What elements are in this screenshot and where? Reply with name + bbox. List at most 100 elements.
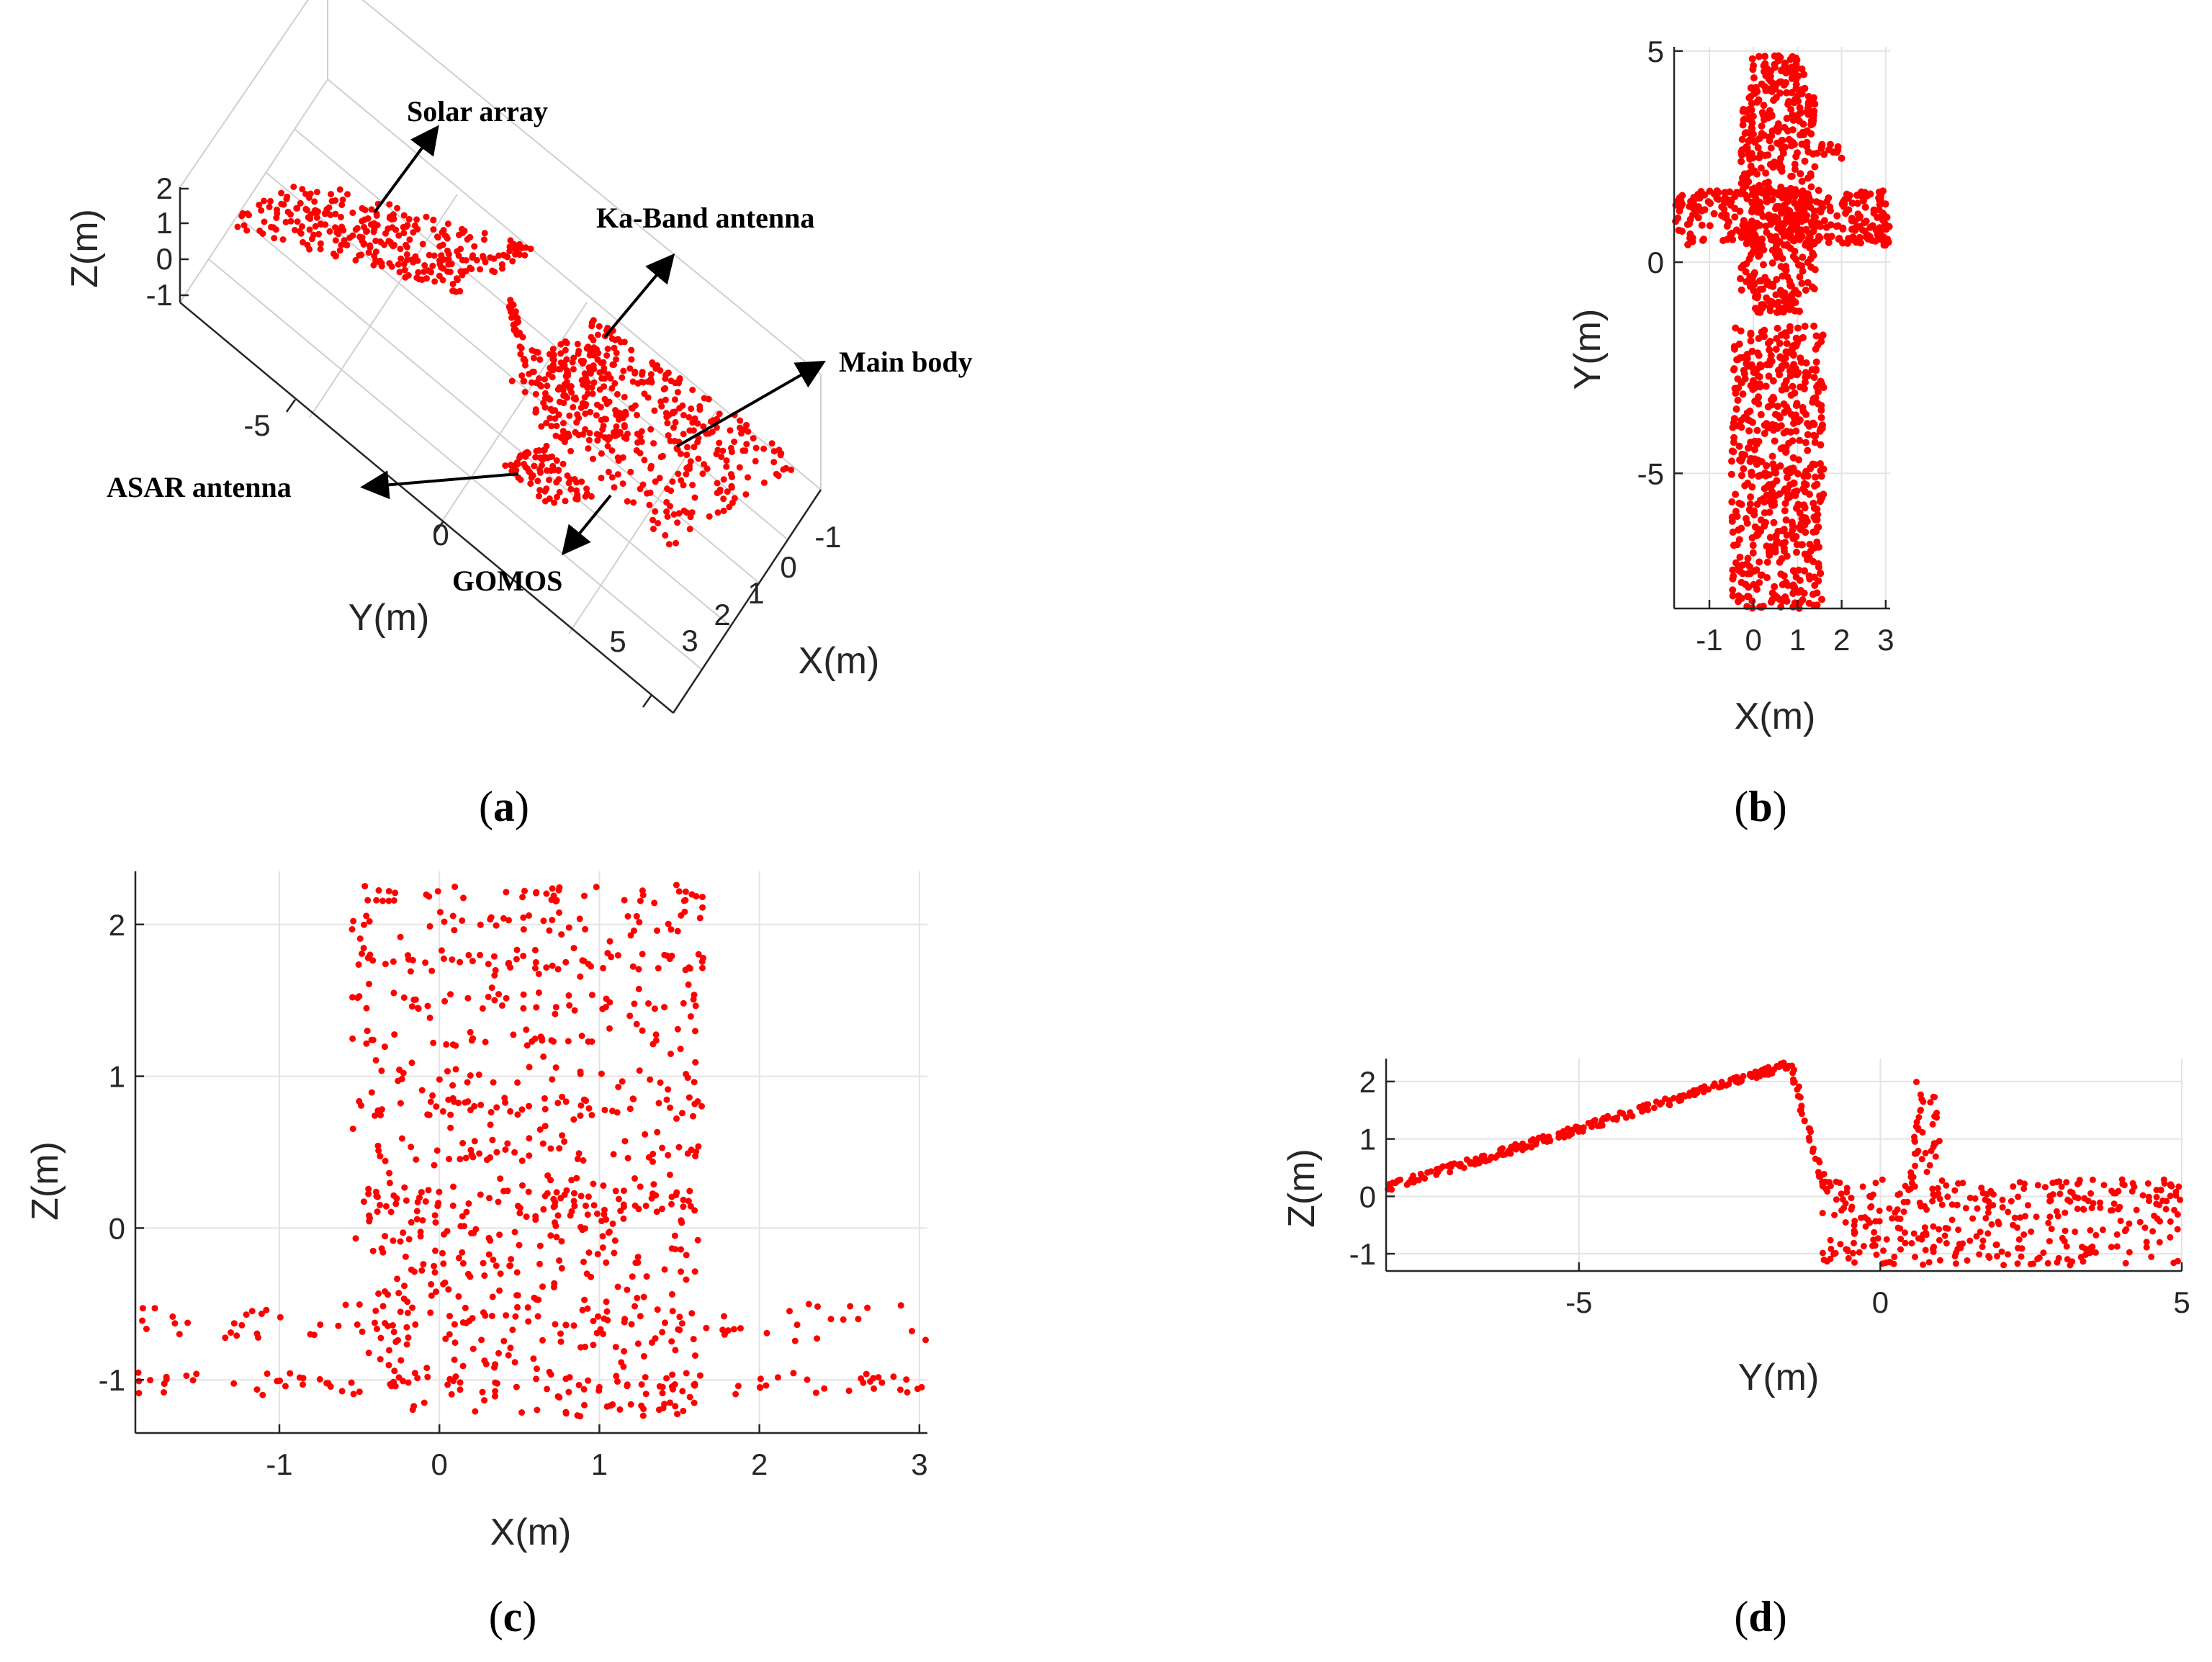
- scatter-point: [1877, 190, 1884, 197]
- scatter-point: [339, 196, 346, 203]
- scatter-point: [691, 992, 698, 999]
- scatter-point: [534, 1365, 540, 1373]
- scatter-point: [1672, 217, 1680, 225]
- scatter-point: [2092, 1249, 2099, 1256]
- scatter-point: [1747, 251, 1755, 259]
- scatter-point: [419, 241, 426, 248]
- scatter-point: [491, 997, 498, 1004]
- ytick-label: -1: [99, 1363, 125, 1397]
- scatter-point: [1990, 1202, 1997, 1209]
- scatter-point: [896, 1386, 904, 1393]
- scatter-point: [534, 477, 541, 485]
- scatter-point: [1917, 1107, 1924, 1114]
- scatter-point: [582, 493, 589, 500]
- scatter-point: [396, 269, 403, 276]
- scatter-point: [1798, 262, 1806, 270]
- scatter-point: [1762, 169, 1770, 177]
- scatter-point: [598, 450, 605, 457]
- scatter-point: [1859, 1183, 1866, 1190]
- scatter-point: [398, 1075, 405, 1082]
- scatter-point: [1798, 177, 1806, 185]
- scatter-point: [770, 459, 778, 466]
- scatter-point: [631, 927, 637, 934]
- scatter-point: [1818, 494, 1826, 502]
- scatter-point: [2171, 1206, 2178, 1213]
- scatter-point: [1766, 1071, 1773, 1078]
- scatter-point: [620, 367, 627, 374]
- scatter-point: [438, 252, 445, 259]
- scatter-point: [459, 1213, 466, 1220]
- scatter-point: [598, 475, 605, 482]
- scatter-point: [536, 466, 543, 473]
- scatter-point: [490, 255, 498, 262]
- scatter-point: [1686, 1090, 1694, 1097]
- scatter-point: [356, 1301, 363, 1308]
- scatter-point: [446, 251, 452, 258]
- scatter-point: [557, 1330, 564, 1337]
- scatter-point: [1944, 1193, 1951, 1200]
- scatter-point: [1757, 363, 1765, 371]
- scatter-point: [1710, 1082, 1717, 1090]
- scatter-point: [1923, 1169, 1930, 1175]
- scatter-point: [1806, 490, 1813, 498]
- scatter-point: [1753, 566, 1761, 574]
- scatter-point: [1962, 1205, 1969, 1212]
- scatter-point: [680, 482, 687, 489]
- scatter-point: [395, 261, 402, 268]
- scatter-point: [552, 1010, 559, 1018]
- scatter-point: [1779, 255, 1786, 262]
- panel-b-axes: -1 0 1 2 350-5: [1637, 35, 1894, 657]
- scatter-point: [405, 1334, 412, 1341]
- scatter-point: [556, 884, 563, 891]
- scatter-point: [1769, 163, 1777, 171]
- scatter-point: [590, 344, 598, 351]
- scatter-point: [1492, 1154, 1499, 1161]
- scatter-point: [385, 1323, 392, 1329]
- scatter-point: [1833, 1196, 1840, 1203]
- scatter-point: [2014, 1260, 2021, 1267]
- scatter-point: [332, 237, 339, 244]
- scatter-point: [562, 1321, 570, 1329]
- scatter-point: [689, 387, 696, 393]
- scatter-point: [1780, 232, 1788, 240]
- scatter-point: [435, 1200, 442, 1207]
- scatter-point: [400, 1295, 408, 1303]
- scatter-point: [680, 1203, 687, 1210]
- scatter-point: [1801, 157, 1809, 165]
- scatter-point: [1771, 541, 1779, 549]
- scatter-point: [553, 423, 560, 429]
- scatter-point: [533, 1296, 540, 1303]
- scatter-point: [467, 1072, 474, 1079]
- scatter-point: [1859, 226, 1866, 234]
- scatter-point: [382, 1233, 389, 1240]
- scatter-point: [1825, 145, 1833, 153]
- scatter-point: [1793, 488, 1801, 495]
- scatter-point: [521, 252, 529, 259]
- scatter-point: [354, 225, 361, 232]
- scatter-point: [1755, 198, 1763, 206]
- scatter-point: [372, 1307, 379, 1314]
- scatter-point: [1791, 225, 1799, 233]
- scatter-point: [2015, 1193, 2022, 1200]
- scatter-point: [1729, 586, 1737, 594]
- scatter-point: [1934, 1185, 1941, 1192]
- scatter-point: [470, 1229, 477, 1236]
- scatter-point: [655, 1100, 662, 1107]
- scatter-point: [1896, 1190, 1903, 1198]
- scatter-point: [570, 366, 577, 373]
- scatter-point: [516, 1241, 523, 1249]
- scatter-point: [1853, 199, 1861, 207]
- scatter-point: [617, 338, 624, 346]
- scatter-point: [1784, 492, 1792, 500]
- scatter-point: [541, 498, 549, 505]
- scatter-point: [706, 430, 713, 437]
- scatter-point: [1788, 172, 1796, 180]
- scatter-point: [1827, 233, 1835, 241]
- scatter-point: [1936, 1257, 1943, 1264]
- scatter-point: [428, 269, 434, 276]
- scatter-point: [436, 1076, 443, 1083]
- panel-c-x-label: X(m): [490, 1511, 572, 1553]
- scatter-point: [459, 1249, 466, 1256]
- scatter-point: [674, 519, 681, 526]
- scatter-point: [1822, 1186, 1830, 1193]
